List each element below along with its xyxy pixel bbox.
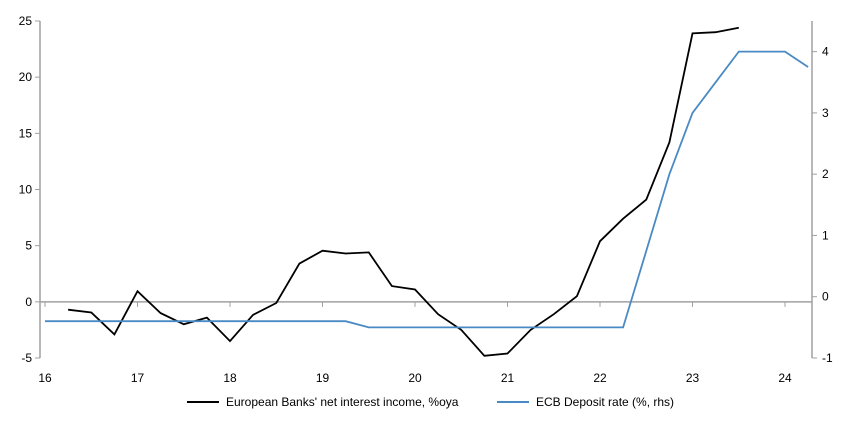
legend-label: European Banks' net interest income, %oy… [226, 395, 459, 409]
x-tick-label: 20 [408, 371, 422, 385]
right-tick-label: 4 [822, 45, 829, 59]
right-tick-label: 0 [822, 290, 829, 304]
x-tick-label: 17 [131, 371, 145, 385]
x-tick-label: 18 [223, 371, 237, 385]
right-tick-label: 1 [822, 228, 829, 242]
series-line-1 [45, 50, 809, 329]
x-tick-label: 23 [686, 371, 700, 385]
left-tick-label: -5 [21, 351, 32, 365]
x-tick-label: 24 [778, 371, 792, 385]
x-tick-label: 21 [501, 371, 515, 385]
left-tick-label: 10 [19, 183, 33, 197]
legend-swatch-black [187, 401, 219, 403]
right-tick-label: -1 [822, 351, 833, 365]
legend-item-nii: European Banks' net interest income, %oy… [187, 395, 458, 409]
left-tick-label: 0 [25, 295, 32, 309]
series-line-0 [67, 26, 739, 357]
legend-item-ecb: ECB Deposit rate (%, rhs) [497, 395, 674, 409]
right-tick-label: 3 [822, 106, 829, 120]
left-tick-label: 5 [25, 239, 32, 253]
right-tick-label: 2 [822, 167, 829, 181]
legend-swatch-blue [497, 401, 529, 403]
left-tick-label: 15 [19, 126, 33, 140]
left-tick-label: 25 [19, 14, 33, 28]
x-tick-label: 16 [38, 371, 52, 385]
legend-label: ECB Deposit rate (%, rhs) [536, 395, 675, 409]
x-tick-label: 22 [593, 371, 607, 385]
left-tick-label: 20 [19, 70, 33, 84]
x-tick-label: 19 [316, 371, 330, 385]
